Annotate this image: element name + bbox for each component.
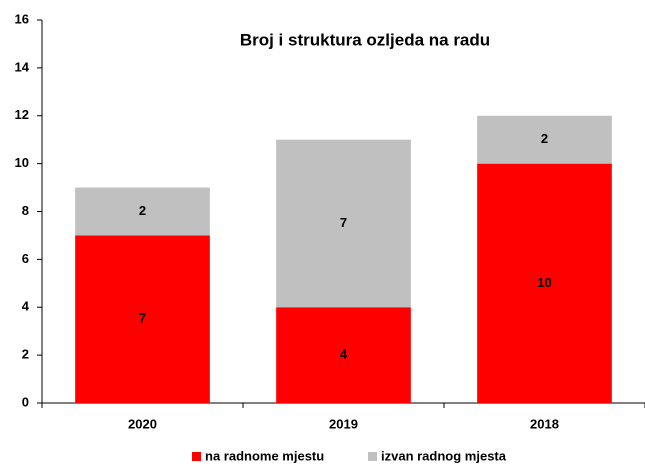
data-label: 2 <box>139 203 146 218</box>
bar-segment <box>276 307 411 403</box>
y-tick-label: 4 <box>22 299 30 314</box>
y-tick-label: 6 <box>22 251 29 266</box>
data-label: 10 <box>537 275 551 290</box>
y-tick-label: 2 <box>22 347 29 362</box>
data-label: 7 <box>340 215 347 230</box>
bar-segment <box>75 235 210 403</box>
chart-title: Broj i struktura ozljeda na radu <box>240 30 490 49</box>
bar-segment <box>477 163 612 403</box>
y-tick-label: 0 <box>22 394 29 409</box>
bar-segment <box>75 187 210 236</box>
y-tick-label: 16 <box>15 11 29 26</box>
legend-swatch <box>368 452 377 461</box>
x-tick-label: 2019 <box>329 416 358 431</box>
y-tick-label: 8 <box>22 203 29 218</box>
bar-segment <box>477 115 612 164</box>
x-tick-label: 2018 <box>530 416 559 431</box>
y-tick-label: 12 <box>15 107 29 122</box>
legend-label: izvan radnog mjesta <box>381 448 507 463</box>
legend-label: na radnome mjestu <box>205 448 324 463</box>
data-label: 4 <box>340 347 348 362</box>
data-label: 7 <box>139 311 146 326</box>
y-tick-label: 14 <box>15 59 30 74</box>
bar-segment <box>276 139 411 308</box>
legend-swatch <box>192 452 201 461</box>
data-label: 2 <box>541 131 548 146</box>
y-tick-label: 10 <box>15 155 29 170</box>
x-tick-label: 2020 <box>128 416 157 431</box>
